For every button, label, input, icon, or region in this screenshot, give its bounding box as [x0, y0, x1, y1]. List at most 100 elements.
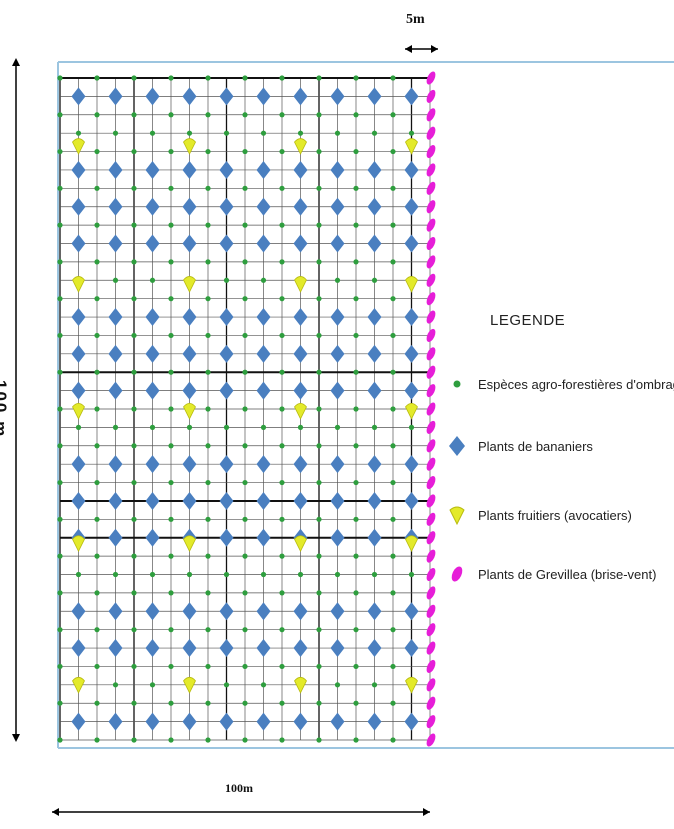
grevillea-plant-mark: [426, 678, 436, 692]
shade-tree-mark: [279, 737, 285, 743]
shade-tree-mark: [316, 663, 322, 670]
shade-tree-mark: [149, 682, 156, 688]
shade-tree-mark: [279, 663, 285, 670]
legend-item-label: Plants de bananiers: [478, 438, 593, 454]
shade-tree-mark: [242, 700, 248, 706]
banana-plant-mark: [182, 160, 197, 179]
shade-tree-mark: [279, 259, 285, 265]
banana-plant-mark: [108, 197, 123, 216]
legend-item-banana: Plants de bananiers: [446, 435, 593, 457]
shade-tree-mark: [260, 682, 267, 688]
shade-tree-mark: [57, 369, 63, 375]
shade-tree-mark: [57, 259, 63, 265]
shade-tree-mark: [168, 296, 174, 302]
shade-tree-mark: [57, 479, 63, 486]
banana-plant-mark: [293, 491, 308, 510]
shade-tree-mark: [168, 112, 174, 118]
shade-tree-mark: [57, 112, 63, 118]
banana-plant-mark: [145, 308, 160, 327]
grevillea-plant-mark: [426, 476, 436, 490]
banana-plant-mark: [145, 491, 160, 510]
banana-plant-mark: [367, 87, 382, 106]
banana-plant-mark: [182, 602, 197, 621]
shade-tree-mark: [353, 112, 359, 118]
shade-tree-mark: [131, 185, 137, 191]
shade-tree-mark: [94, 185, 100, 191]
shade-tree-mark: [316, 406, 322, 412]
shade-tree-mark: [131, 516, 137, 522]
grevillea-plant-mark: [426, 457, 436, 471]
banana-plant-mark: [182, 197, 197, 216]
shade-tree-mark: [205, 516, 211, 522]
banana-plant-mark: [219, 455, 234, 474]
banana-plant-mark: [182, 491, 197, 510]
shade-tree-mark: [390, 443, 396, 449]
shade-tree-mark: [390, 737, 396, 743]
shade-tree-mark: [205, 406, 211, 412]
shade-tree-mark: [149, 424, 156, 430]
banana-plant-mark: [145, 87, 160, 106]
banana-plant-mark: [182, 344, 197, 363]
shade-tree-mark: [242, 75, 248, 81]
avocado-plant-mark: [405, 402, 418, 420]
shade-tree-mark: [112, 571, 119, 578]
shade-tree-mark: [94, 112, 100, 118]
banana-plant-mark: [108, 308, 123, 327]
shade-tree-mark: [279, 479, 285, 486]
banana-plant-mark: [71, 381, 86, 400]
shade-tree-mark: [353, 516, 359, 522]
shade-tree-mark: [390, 516, 396, 522]
shade-tree-mark: [242, 737, 248, 743]
shade-tree-mark: [57, 627, 63, 633]
shade-tree-mark: [390, 75, 396, 81]
grevillea-plant-mark: [426, 89, 436, 103]
banana-plant-mark: [293, 381, 308, 400]
shade-tree-mark: [316, 112, 322, 118]
left-dimension-arrow-head-top: [12, 58, 20, 66]
banana-plant-mark: [256, 639, 271, 658]
shade-tree-mark: [316, 369, 322, 375]
shade-tree-mark: [75, 571, 82, 578]
grevillea-plant-mark: [426, 273, 436, 287]
shade-tree-mark: [390, 148, 396, 155]
banana-plant-mark: [367, 197, 382, 216]
left-dimension-arrow-head-bottom: [12, 734, 20, 742]
banana-plant-mark: [330, 602, 345, 621]
shade-tree-mark: [131, 406, 137, 412]
shade-tree-mark: [131, 222, 137, 228]
banana-plant-mark: [108, 455, 123, 474]
shade-tree-mark: [279, 590, 285, 596]
shade-tree-mark: [131, 479, 137, 486]
banana-plant-mark: [367, 344, 382, 363]
top-dimension-arrow-head-right: [431, 45, 438, 53]
shade-tree-mark: [149, 130, 156, 136]
shade-tree-mark: [168, 222, 174, 228]
shade-tree-mark: [353, 590, 359, 596]
green-dot-icon: [446, 373, 468, 395]
legend-item-avocado: Plants fruitiers (avocatiers): [446, 504, 632, 526]
shade-tree-mark: [316, 516, 322, 522]
grevillea-plant-mark: [426, 512, 436, 526]
shade-tree-mark: [168, 406, 174, 412]
shade-tree-mark: [371, 682, 378, 688]
shade-tree-mark: [353, 369, 359, 375]
banana-plant-mark: [404, 712, 419, 731]
banana-plant-mark: [219, 491, 234, 510]
shade-tree-mark: [223, 571, 230, 578]
banana-plant-mark: [293, 455, 308, 474]
shade-tree-mark: [279, 75, 285, 81]
shade-tree-mark: [242, 479, 248, 486]
shade-tree-mark: [353, 406, 359, 412]
grevillea-plant-mark: [426, 549, 436, 563]
shade-tree-mark: [94, 222, 100, 228]
banana-plant-mark: [293, 234, 308, 253]
shade-tree-mark: [57, 75, 63, 81]
shade-tree-mark: [334, 682, 341, 688]
shade-tree-mark: [242, 259, 248, 265]
shade-tree-mark: [205, 737, 211, 743]
shade-tree-mark: [242, 553, 248, 559]
shade-tree-mark: [242, 663, 248, 670]
shade-tree-mark: [186, 130, 193, 136]
shade-tree-mark: [205, 259, 211, 265]
shade-tree-mark: [205, 553, 211, 559]
